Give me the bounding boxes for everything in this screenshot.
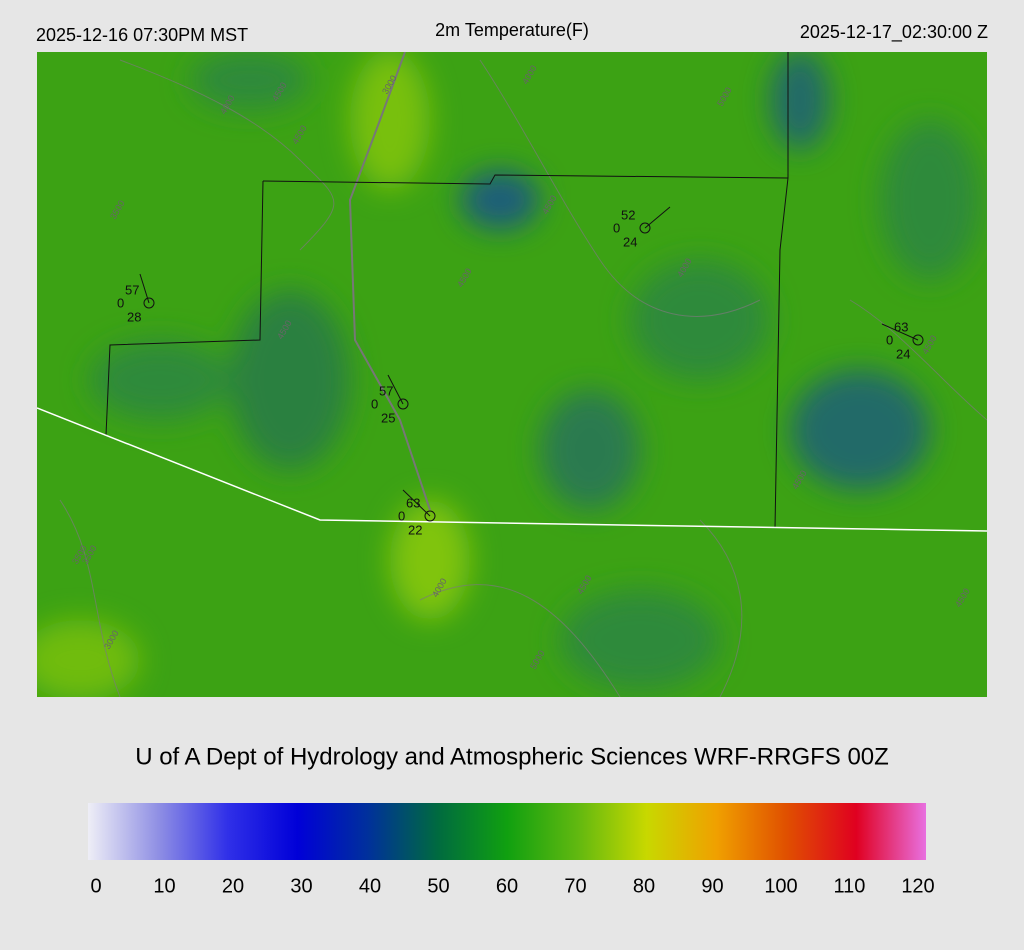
wind-barb <box>881 323 919 341</box>
colorbar-tick-label: 10 <box>153 875 175 897</box>
station-temp: 52 <box>621 207 635 222</box>
station-circle <box>424 510 436 522</box>
station-temp: 57 <box>125 282 139 297</box>
station-circle <box>639 222 651 234</box>
temperature-shading <box>37 52 980 697</box>
state-line <box>37 407 987 532</box>
station-left: 0 <box>398 508 405 523</box>
wind-barb <box>402 489 431 517</box>
station-bottom: 28 <box>127 309 141 324</box>
station-temp: 63 <box>406 495 420 510</box>
colorbar: 0 10 20 30 40 50 60 70 80 90 100 110 120 <box>88 803 935 897</box>
colorbar-tick-label: 30 <box>290 875 312 897</box>
station-bottom: 24 <box>623 234 637 249</box>
station-left: 0 <box>117 295 124 310</box>
station-bottom: 24 <box>896 346 910 361</box>
station-temp: 63 <box>894 319 908 334</box>
wind-barb <box>644 206 671 229</box>
wind-barb <box>139 273 150 304</box>
map-title: 2m Temperature(F) <box>435 20 589 40</box>
boundary <box>262 174 789 185</box>
colorbar-tick-label: 80 <box>633 875 655 897</box>
colorbar-tick-label: 90 <box>701 875 723 897</box>
station-bottom: 22 <box>408 522 422 537</box>
station-left: 0 <box>371 396 378 411</box>
colorbar-tick-label: 110 <box>834 875 866 897</box>
colorbar-tick-label: 100 <box>764 875 797 897</box>
colorbar-tick-label: 40 <box>359 875 381 897</box>
utc-time: 2025-12-17_02:30:00 Z <box>800 22 988 43</box>
colorbar-tick-label: 0 <box>90 875 101 897</box>
station-bottom: 25 <box>381 410 395 425</box>
footer: U of A Dept of Hydrology and Atmospheric… <box>135 743 889 770</box>
local-time: 2025-12-16 07:30PM MST <box>36 25 248 45</box>
wind-barb <box>387 374 404 405</box>
colorbar-tick-label: 70 <box>564 875 586 897</box>
station-circle <box>143 297 155 309</box>
road <box>348 52 431 511</box>
colorbar-bar <box>88 803 926 860</box>
colorbar-tick-label: 20 <box>222 875 244 897</box>
station-circle <box>397 398 409 410</box>
colorbar-tick-label: 120 <box>901 875 934 897</box>
station-temp: 57 <box>379 383 393 398</box>
colorbar-tick-label: 60 <box>496 875 518 897</box>
boundary <box>105 180 264 436</box>
station-circle <box>912 334 924 346</box>
station-left: 0 <box>886 332 893 347</box>
station-left: 0 <box>613 220 620 235</box>
colorbar-tick-label: 50 <box>427 875 449 897</box>
boundary <box>774 52 789 529</box>
contours <box>59 59 987 697</box>
